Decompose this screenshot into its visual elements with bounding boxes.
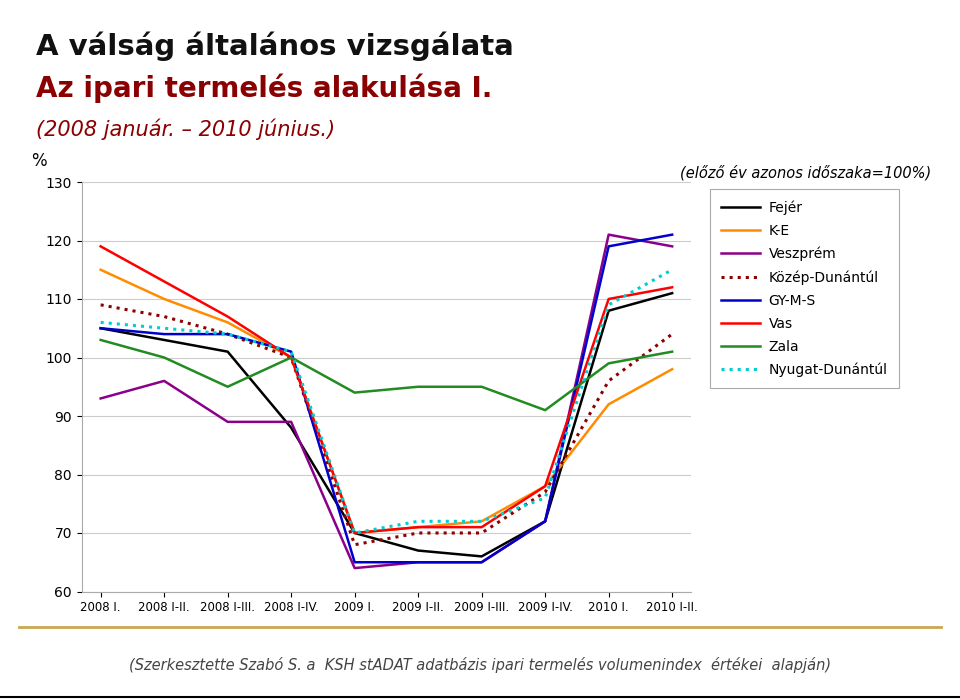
GY-M-S [95, 324, 107, 332]
Veszprém [158, 377, 170, 385]
Veszprém [222, 418, 233, 426]
GY-M-S [476, 558, 488, 566]
Line: Veszprém: Veszprém [101, 234, 672, 568]
Közép-Dunántúl [603, 377, 614, 385]
Line: K-E: K-E [101, 270, 672, 533]
Veszprém [413, 558, 424, 566]
Fejér [666, 289, 678, 298]
Text: (előző év azonos időszaka=100%): (előző év azonos időszaka=100%) [680, 164, 931, 180]
K-E [95, 265, 107, 274]
Közép-Dunántúl [158, 312, 170, 321]
Fejér [348, 528, 360, 537]
K-E [348, 528, 360, 537]
Line: Közép-Dunántúl: Közép-Dunántúl [101, 305, 672, 545]
Közép-Dunántúl [540, 488, 551, 496]
Közép-Dunántúl [222, 330, 233, 338]
Veszprém [285, 418, 297, 426]
K-E [476, 517, 488, 526]
Vas [348, 528, 360, 537]
GY-M-S [666, 230, 678, 239]
Veszprém [476, 558, 488, 566]
Zala [222, 382, 233, 391]
GY-M-S [348, 558, 360, 566]
Közép-Dunántúl [285, 354, 297, 362]
Text: Az ipari termelés alakulása I.: Az ipari termelés alakulása I. [36, 74, 492, 103]
Vas [666, 283, 678, 291]
Veszprém [666, 242, 678, 251]
Vas [95, 242, 107, 251]
Veszprém [603, 230, 614, 239]
Fejér [540, 517, 551, 526]
Nyugat-Dunántúl [603, 301, 614, 309]
Nyugat-Dunántúl [95, 318, 107, 327]
Zala [540, 406, 551, 414]
Line: Zala: Zala [101, 340, 672, 410]
Veszprém [348, 564, 360, 573]
Text: %: % [31, 152, 47, 169]
Közép-Dunántúl [476, 528, 488, 537]
K-E [666, 365, 678, 373]
Zala [348, 389, 360, 397]
Nyugat-Dunántúl [158, 324, 170, 332]
Line: GY-M-S: GY-M-S [101, 234, 672, 562]
Veszprém [95, 394, 107, 402]
Nyugat-Dunántúl [413, 517, 424, 526]
Fejér [476, 552, 488, 561]
Vas [540, 482, 551, 491]
GY-M-S [540, 517, 551, 526]
Vas [603, 295, 614, 303]
Fejér [222, 347, 233, 356]
Nyugat-Dunántúl [285, 347, 297, 356]
Zala [285, 354, 297, 362]
Zala [158, 354, 170, 362]
Line: Fejér: Fejér [101, 293, 672, 556]
Vas [413, 523, 424, 531]
Veszprém [540, 517, 551, 526]
K-E [285, 354, 297, 362]
K-E [603, 400, 614, 409]
Zala [413, 382, 424, 391]
Közép-Dunántúl [413, 528, 424, 537]
K-E [158, 295, 170, 303]
Nyugat-Dunántúl [666, 265, 678, 274]
Zala [666, 347, 678, 356]
Közép-Dunántúl [666, 330, 678, 338]
Text: (2008 január. – 2010 június.): (2008 január. – 2010 június.) [36, 119, 336, 141]
Közép-Dunántúl [95, 301, 107, 309]
Line: Vas: Vas [101, 246, 672, 533]
Fejér [413, 546, 424, 554]
K-E [222, 318, 233, 327]
Legend: Fejér, K-E, Veszprém, Közép-Dunántúl, GY-M-S, Vas, Zala, Nyugat-Dunántúl: Fejér, K-E, Veszprém, Közép-Dunántúl, GY… [710, 189, 899, 388]
Vas [158, 277, 170, 286]
Zala [95, 336, 107, 344]
Zala [603, 359, 614, 368]
K-E [413, 523, 424, 531]
Nyugat-Dunántúl [222, 330, 233, 338]
Fejér [158, 336, 170, 344]
Nyugat-Dunántúl [348, 528, 360, 537]
GY-M-S [285, 347, 297, 356]
GY-M-S [603, 242, 614, 251]
Nyugat-Dunántúl [540, 494, 551, 502]
Vas [222, 312, 233, 321]
Zala [476, 382, 488, 391]
Fejér [95, 324, 107, 332]
K-E [540, 482, 551, 491]
Fejér [603, 307, 614, 315]
Vas [285, 354, 297, 362]
GY-M-S [413, 558, 424, 566]
GY-M-S [158, 330, 170, 338]
GY-M-S [222, 330, 233, 338]
Közép-Dunántúl [348, 540, 360, 549]
Nyugat-Dunántúl [476, 517, 488, 526]
Vas [476, 523, 488, 531]
Fejér [285, 424, 297, 432]
Text: A válság általános vizsgálata: A válság általános vizsgálata [36, 32, 515, 61]
Text: (Szerkesztette Szabó S. a  KSH stADAT adatbázis ipari termelés volumenindex  ért: (Szerkesztette Szabó S. a KSH stADAT ada… [129, 657, 831, 673]
Line: Nyugat-Dunántúl: Nyugat-Dunántúl [101, 270, 672, 533]
